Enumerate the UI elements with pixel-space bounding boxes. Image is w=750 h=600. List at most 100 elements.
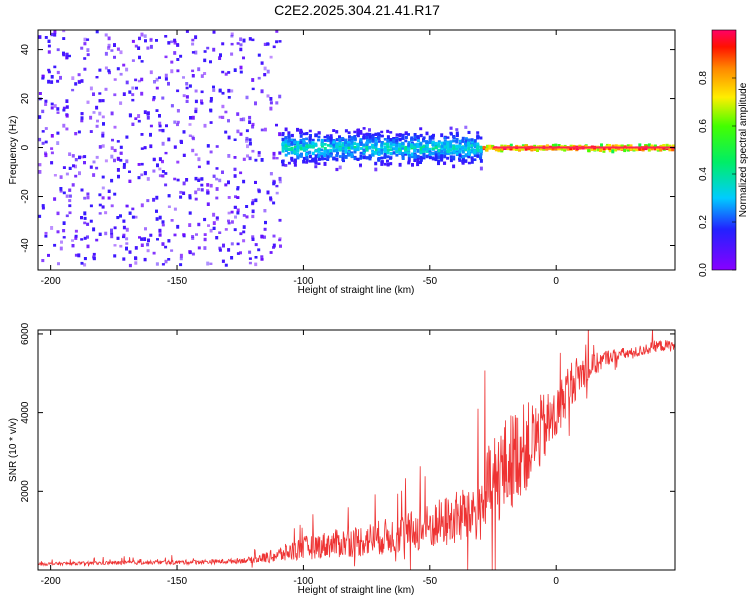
spectrogram-cell: [404, 153, 408, 156]
spectrogram-cell: [80, 46, 84, 50]
spectrogram-cell: [191, 236, 195, 240]
spectrogram-cell: [182, 181, 186, 186]
spectrogram-cell: [413, 137, 417, 141]
spectrogram-cell: [143, 34, 147, 38]
spectrogram-cell: [245, 95, 249, 100]
spectrogram-cell: [269, 97, 273, 101]
spectrogram-cell: [161, 141, 165, 146]
spectrogram-cell: [314, 165, 318, 169]
spectrogram-cell: [401, 147, 405, 150]
spectrogram-cell: [410, 138, 414, 142]
spectrogram-cell: [386, 145, 390, 149]
spectrogram-cell: [176, 43, 180, 47]
spectrogram-cell: [81, 155, 84, 159]
spectrogram-cell: [389, 145, 393, 149]
spectrogram-cell: [218, 56, 222, 60]
spectrogram-cell: [86, 235, 89, 239]
spectrogram-cell: [461, 154, 465, 159]
spectrogram-cell: [236, 196, 240, 199]
spectrogram-cell: [413, 145, 417, 149]
spectrogram-cell: [275, 40, 279, 44]
spectrogram-cell: [332, 143, 336, 147]
spectrogram-cell: [197, 157, 201, 162]
spectrogram-cell: [435, 144, 438, 147]
spectrogram-cell: [53, 65, 57, 69]
spectrogram-cell: [248, 156, 252, 161]
spectrogram-cell: [62, 53, 66, 57]
spectrogram-cell: [401, 137, 405, 140]
spectrogram-cell: [479, 136, 483, 140]
spectrogram-cell: [287, 138, 291, 143]
spectrogram-cell: [68, 211, 72, 215]
spectrogram-cell: [422, 152, 426, 156]
spectrogram-cell: [308, 129, 312, 133]
spectrogram-cell: [443, 140, 447, 145]
spectrogram-cell: [147, 238, 150, 243]
spectrogram-cell: [299, 129, 303, 134]
spectrogram-cell: [242, 56, 245, 60]
spectrogram-cell: [62, 229, 66, 233]
spectrogram-cell: [350, 137, 354, 142]
spectrogram-cell: [263, 73, 267, 77]
spectrogram-cell: [167, 205, 171, 208]
spectrogram-cell: [371, 146, 375, 149]
spectrogram-cell: [386, 155, 390, 159]
spectrogram-cell: [74, 174, 78, 178]
spectrogram-cell: [230, 42, 234, 46]
spectrogram-x-axis-label: Height of straight line (km): [298, 285, 415, 296]
spectrogram-cell: [335, 148, 339, 152]
spectrogram-cell: [203, 123, 207, 128]
spectrogram-cell: [368, 135, 372, 139]
spectrogram-cell: [476, 142, 480, 146]
spectrogram-cell: [65, 52, 69, 56]
spectrogram-cell: [479, 152, 483, 156]
spectrogram-cell: [626, 148, 630, 152]
spectrogram-cell: [302, 144, 306, 147]
spectrogram-cell: [374, 167, 378, 172]
spectrogram-cell: [38, 137, 42, 142]
spectrogram-cell: [191, 115, 195, 120]
spectrogram-cell: [122, 166, 126, 169]
spectrogram-cell: [386, 159, 389, 163]
spectrogram-cell: [167, 41, 171, 45]
spectrogram-cell: [164, 73, 168, 78]
spectrogram-cell: [344, 138, 348, 143]
spectrogram-cell: [158, 215, 162, 220]
spectrogram-cell: [194, 153, 198, 156]
spectrogram-cell: [215, 145, 219, 148]
spectrogram-cell: [479, 166, 483, 171]
spectrogram-cell: [329, 148, 333, 152]
spectrogram-cell: [407, 156, 411, 161]
spectrogram-cell: [623, 149, 627, 153]
spectrogram-cell: [161, 263, 165, 266]
spectrogram-cell: [431, 152, 435, 156]
spectrogram-cell: [374, 145, 378, 149]
spectrogram-cell: [326, 139, 330, 143]
spectrogram-cell: [134, 261, 138, 265]
spectrogram-cell: [356, 131, 360, 135]
spectrogram-cell: [207, 224, 210, 227]
spectrogram-cell: [437, 141, 441, 145]
spectrogram-cell: [167, 258, 171, 261]
spectrogram-cell: [455, 128, 459, 131]
spectrogram-cell: [140, 237, 144, 241]
spectrogram-cell: [263, 127, 267, 132]
spectrogram-cell: [161, 223, 165, 227]
spectrogram-cell: [113, 93, 117, 97]
spectrogram-cell: [50, 134, 54, 138]
spectrogram-cell: [356, 128, 360, 133]
spectrogram-cell: [209, 100, 213, 103]
spectrogram-cell: [476, 135, 480, 140]
spectrogram-cell: [179, 257, 183, 261]
spectrogram-cell: [38, 35, 42, 39]
spectrogram-cell: [251, 122, 255, 126]
spectrogram-cell: [161, 242, 165, 246]
spectrogram-cell: [359, 138, 363, 142]
spectrogram-cell: [212, 212, 216, 217]
spectrogram-cell: [407, 159, 411, 163]
spectrogram-cell: [116, 216, 120, 220]
spectrogram-cell: [308, 159, 312, 163]
spectrogram-cell: [200, 99, 203, 104]
spectrogram-cell: [398, 143, 402, 148]
spectrogram-cell: [176, 58, 180, 61]
